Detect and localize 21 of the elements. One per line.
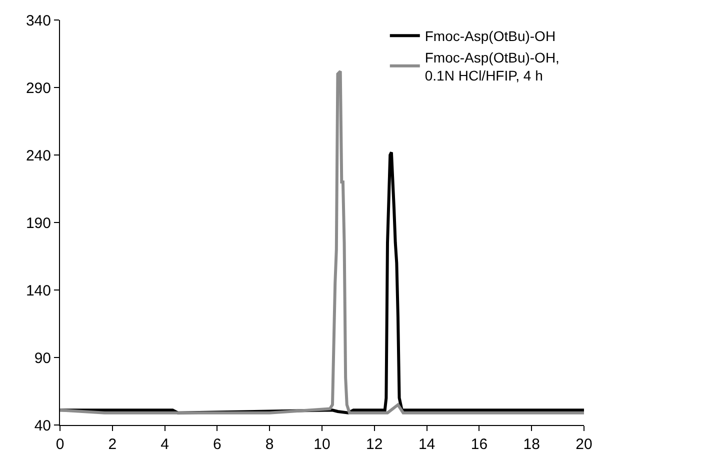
y-tick-label: 140 bbox=[26, 282, 51, 300]
x-tick-label: 8 bbox=[265, 436, 274, 453]
x-tick-label: 18 bbox=[523, 436, 540, 453]
x-tick-label: 12 bbox=[366, 436, 383, 453]
y-tick-label: 240 bbox=[26, 147, 51, 164]
x-tick-label: 0 bbox=[56, 436, 64, 453]
legend-label: Fmoc-Asp(OtBu)-OH, 0.1N HCl/HFIP, 4 h bbox=[424, 49, 560, 84]
x-tick-label: 2 bbox=[108, 436, 117, 453]
x-tick-label: 6 bbox=[213, 436, 222, 453]
y-tick-label: 290 bbox=[26, 80, 51, 97]
x-tick-label: 14 bbox=[418, 436, 436, 453]
y-tick-label: 340 bbox=[26, 12, 51, 30]
line-series bbox=[60, 70, 584, 414]
x-tick-label: 16 bbox=[470, 436, 488, 453]
x-tick-label: 10 bbox=[314, 436, 330, 453]
legend-label: Fmoc-Asp(OtBu)-OH bbox=[424, 28, 556, 44]
x-tick-label: 4 bbox=[160, 436, 169, 453]
y-tick-label: 40 bbox=[34, 417, 51, 434]
y-tick-label: 190 bbox=[26, 214, 51, 232]
x-tick-label: 20 bbox=[576, 436, 592, 453]
y-tick-label: 90 bbox=[34, 350, 51, 367]
